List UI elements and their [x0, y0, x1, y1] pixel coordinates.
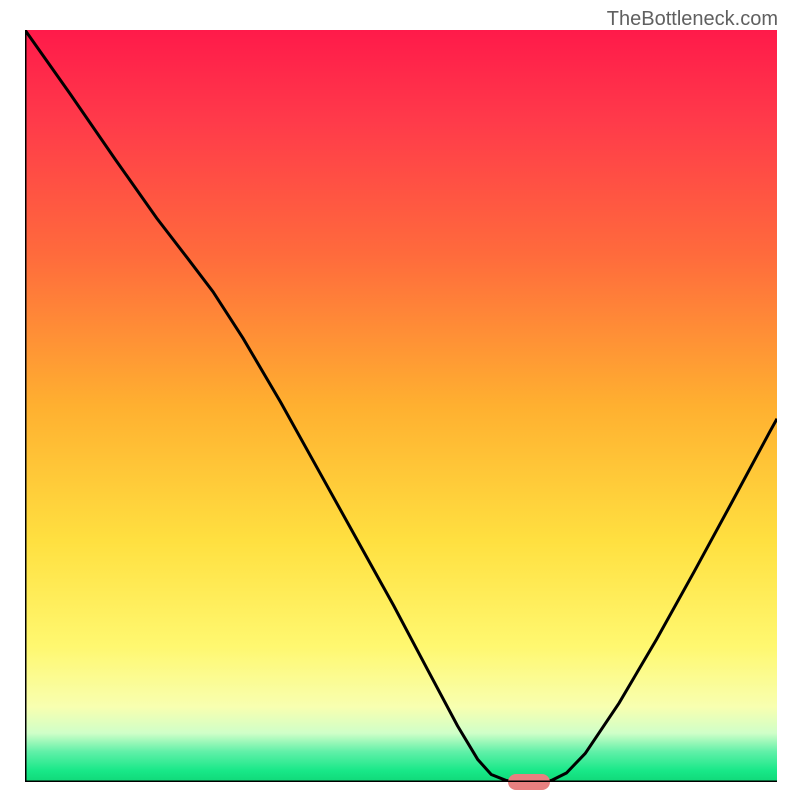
- gradient-background: [25, 30, 777, 782]
- watermark-text: TheBottleneck.com: [607, 8, 778, 31]
- chart-container: TheBottleneck.com: [0, 0, 800, 800]
- optimal-marker: [508, 774, 550, 790]
- plot-area: [25, 30, 777, 782]
